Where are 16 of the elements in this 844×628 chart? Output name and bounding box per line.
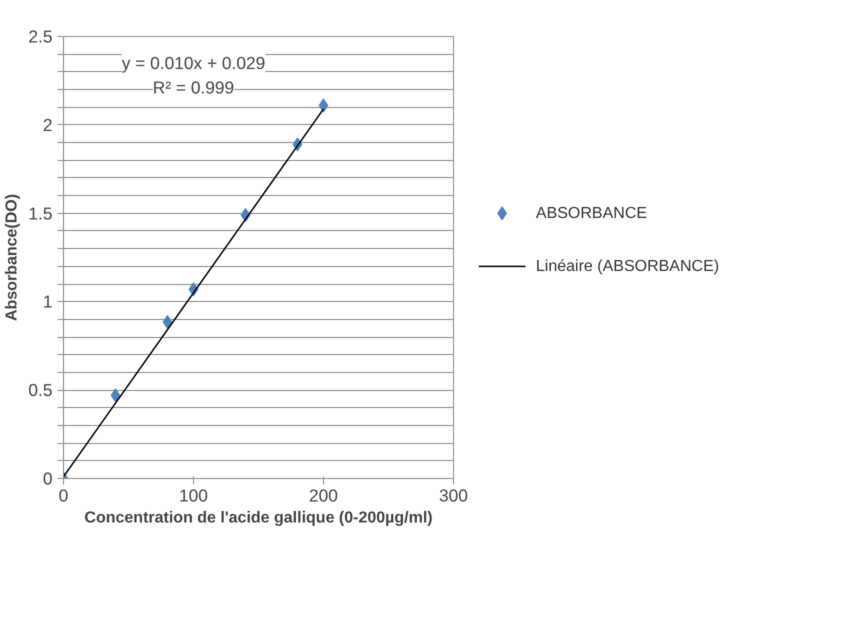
y-tick-label: 2 (42, 114, 53, 135)
y-tick-label: 2.5 (28, 26, 53, 46)
x-tick-label: 300 (439, 486, 468, 506)
x-tick-label: 200 (309, 486, 338, 506)
annotation: R² = 0.999 (152, 77, 234, 98)
y-tick-label: 1 (42, 292, 53, 312)
x-tick-label: 100 (179, 486, 208, 506)
legend-label: ABSORBANCE (536, 204, 648, 222)
x-tick-label: 0 (58, 486, 68, 506)
y-tick-label: 0.5 (28, 380, 53, 400)
y-axis-title: Absorbance(DO) (3, 194, 20, 322)
annotation: y = 0.010x + 0.029 (122, 53, 266, 74)
y-tick-label: 0 (42, 468, 53, 488)
x-axis-title: Concentration de l'acide gallique (0-200µg/ml) (84, 510, 433, 526)
y-tick-label: 1.5 (28, 203, 53, 224)
legend-label: Linéaire (ABSORBANCE) (536, 258, 720, 275)
